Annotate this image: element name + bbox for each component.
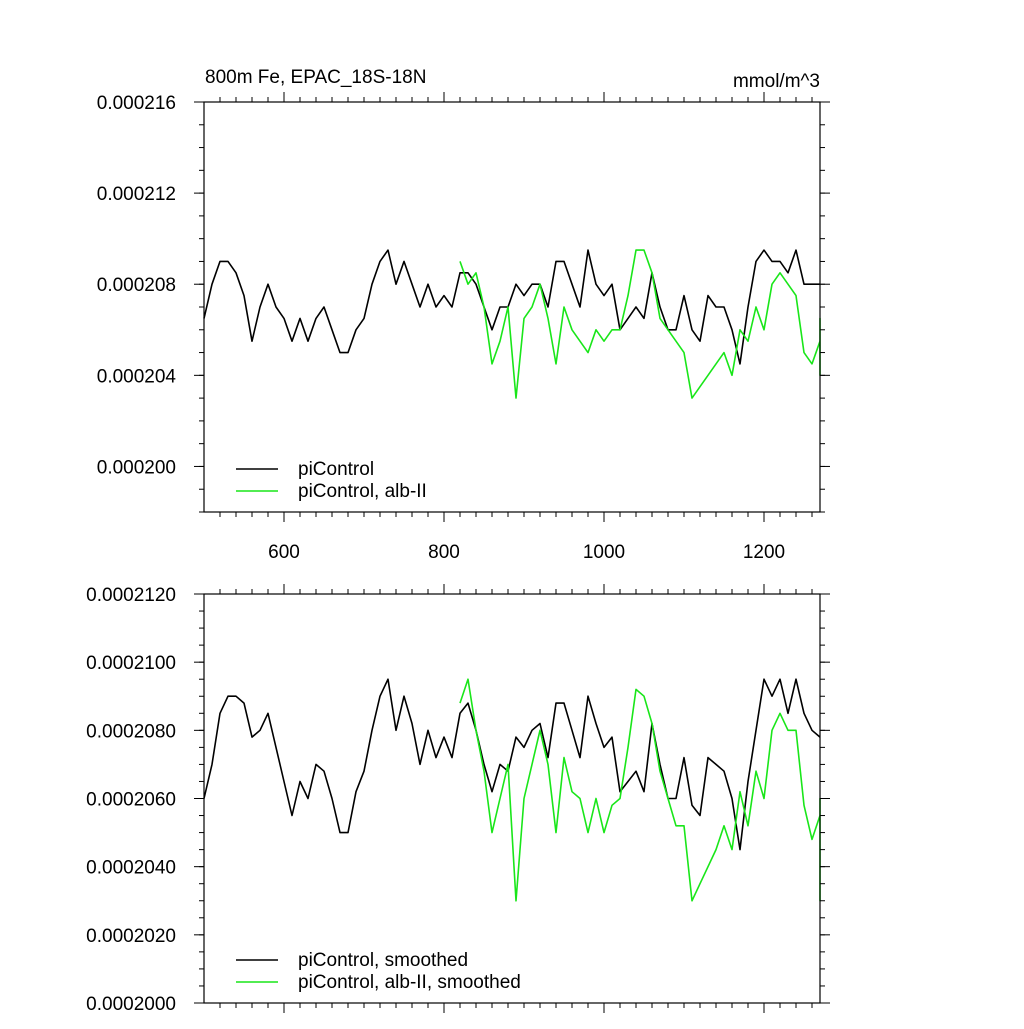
x-tick-label-800: 800	[428, 542, 460, 563]
y-tick-label-0.0002060: 0.0002060	[86, 790, 176, 811]
y-tick-label-0.0002000: 0.0002000	[86, 994, 176, 1015]
units-label: mmol/m^3	[733, 71, 820, 92]
y-tick-label-0.000212: 0.000212	[97, 184, 176, 205]
y-tick-label-0.000216: 0.000216	[97, 93, 176, 114]
y-tick-label-0.0002080: 0.0002080	[86, 721, 176, 742]
y-tick-label-0.000204: 0.000204	[97, 366, 177, 387]
series-line-picontrol-smoothed	[203, 678, 821, 851]
y-tick-label-0.000200: 0.000200	[97, 457, 176, 478]
legend-label-picontrol-alb-ii-smoothed: piControl, alb-II, smoothed	[298, 972, 521, 993]
y-tick-label-0.0002100: 0.0002100	[86, 653, 176, 674]
series-line-picontrol-alb-ii-smoothed	[459, 678, 821, 902]
legend-label-picontrol: piControl	[298, 459, 374, 480]
y-tick-label-0.0002020: 0.0002020	[86, 926, 176, 947]
legend-label-picontrol-smoothed: piControl, smoothed	[298, 950, 468, 971]
plot-panel-1: 600 800 1000 1200 0.000200 0.000204 0.000208 0.…	[97, 92, 830, 563]
y-tick-label-0.0002040: 0.0002040	[86, 858, 176, 879]
chart-title: 800m Fe, EPAC_18S-18N	[205, 67, 426, 88]
x-tick-label-600: 600	[268, 542, 300, 563]
y-tick-label-0.000208: 0.000208	[97, 275, 176, 296]
x-tick-label-1000: 1000	[583, 542, 625, 563]
series-line-picontrol	[203, 249, 820, 365]
series-line-picontrol-alb-ii	[459, 249, 821, 399]
legend-label-picontrol-alb-ii: piControl, alb-II	[298, 481, 427, 502]
x-tick-label-1200: 1200	[743, 542, 785, 563]
y-tick-label-0.0002120: 0.0002120	[86, 585, 176, 606]
plot-panel-2: 0.0002000 0.0002020 0.0002040 0.0002060 0.00…	[86, 584, 830, 1015]
